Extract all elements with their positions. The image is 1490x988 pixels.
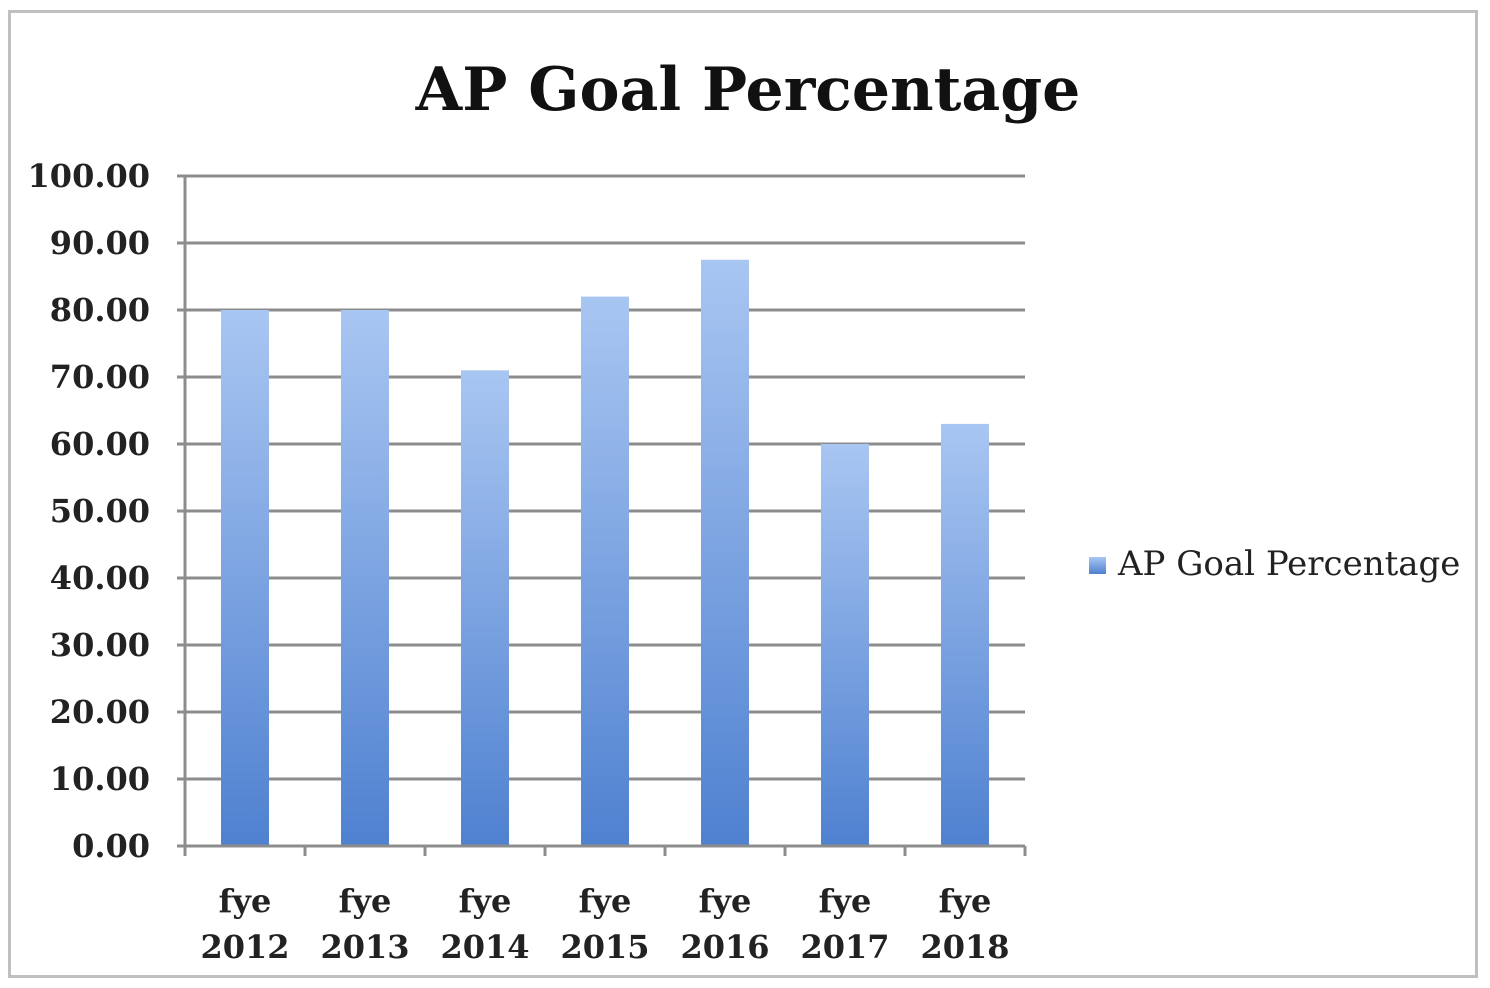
x-tick-label: 2018: [920, 928, 1009, 966]
y-tick-label: 50.00: [50, 492, 150, 530]
bar: [581, 296, 629, 847]
bars: [221, 259, 989, 847]
x-tick-label: 2015: [560, 928, 649, 966]
bar: [341, 310, 389, 846]
x-tick-label: 2014: [440, 928, 529, 966]
y-tick-labels: 0.00 10.00 20.00 30.00 40.00 50.00 60.00 70.00 8…: [28, 157, 150, 865]
x-tick-label: 2017: [800, 928, 889, 966]
x-tick-label: 2016: [680, 928, 769, 966]
y-tick-label: 80.00: [50, 291, 150, 329]
y-tick-label: 100.00: [28, 157, 150, 195]
legend-label: AP Goal Percentage: [1117, 544, 1460, 584]
bar: [221, 310, 269, 846]
x-tick-label: fye: [219, 882, 272, 920]
x-tick-label: fye: [459, 882, 512, 920]
y-tick-label: 30.00: [50, 626, 150, 664]
chart-title: AP Goal Percentage: [415, 55, 1081, 125]
x-tick-label: fye: [819, 882, 872, 920]
bar: [461, 370, 509, 846]
y-tick-label: 10.00: [50, 760, 150, 798]
y-tick-label: 60.00: [50, 425, 150, 463]
y-tick-label: 0.00: [72, 827, 150, 865]
x-tick-label: fye: [339, 882, 392, 920]
y-tick-label: 70.00: [50, 358, 150, 396]
bar: [701, 259, 749, 846]
x-tick-label: 2012: [200, 928, 289, 966]
bar: [821, 444, 869, 846]
axes: [177, 176, 1027, 856]
y-tick-label: 90.00: [50, 224, 150, 262]
legend: AP Goal Percentage: [1089, 544, 1460, 584]
legend-swatch: [1089, 557, 1106, 574]
gridlines: [177, 174, 1025, 781]
x-tick-label: fye: [939, 882, 992, 920]
y-tick-label: 40.00: [50, 559, 150, 597]
x-tick-labels: fye 2012 fye 2013 fye 2014 fye 2015 fye 2016 fye 20…: [200, 882, 1009, 966]
x-tick-label: fye: [699, 882, 752, 920]
y-tick-label: 20.00: [50, 693, 150, 731]
x-tick-label: fye: [579, 882, 632, 920]
x-tick-label: 2013: [320, 928, 409, 966]
bar: [941, 423, 989, 846]
